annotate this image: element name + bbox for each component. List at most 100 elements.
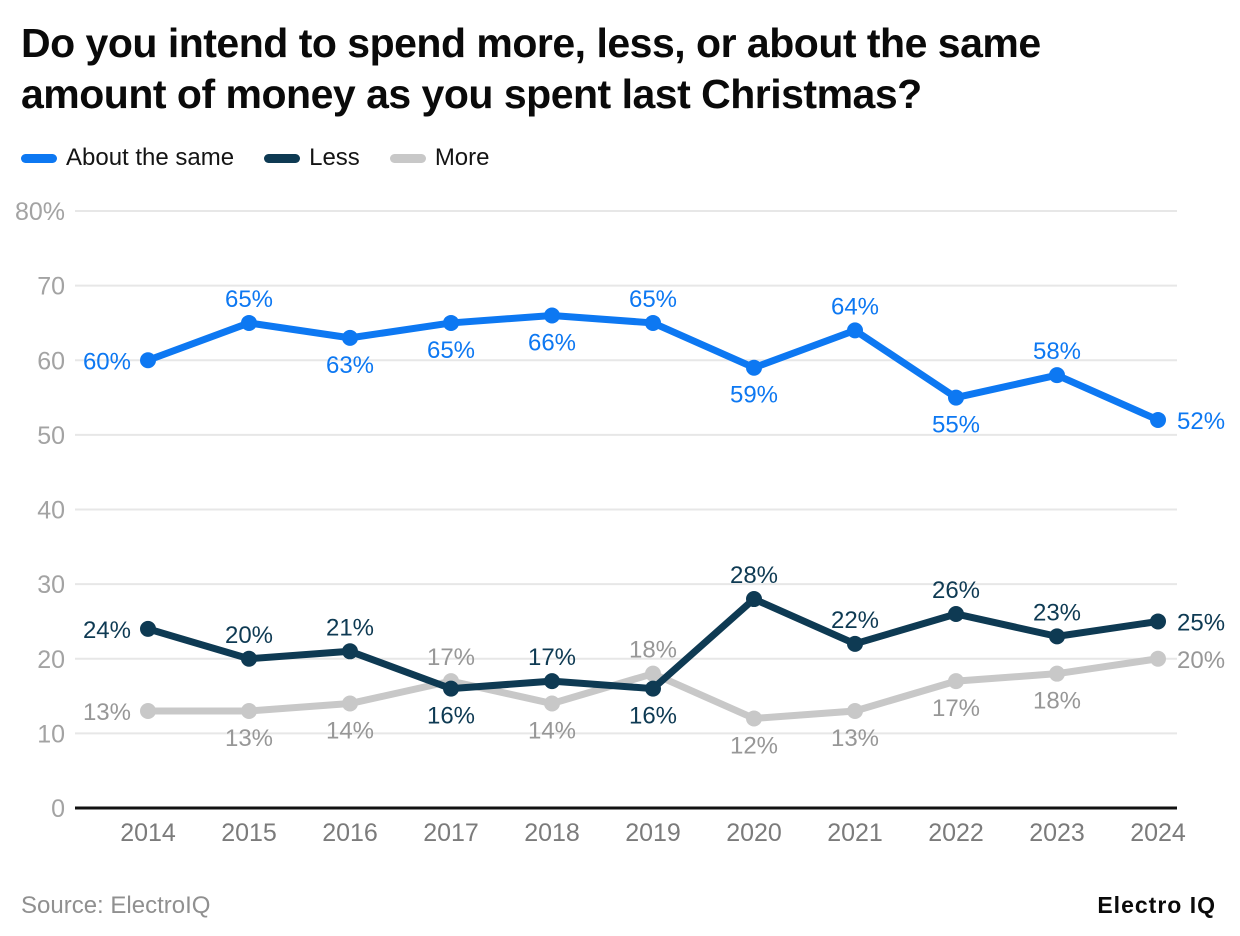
data-label-about-the-same: 65%	[427, 337, 475, 364]
data-label-less: 23%	[1033, 599, 1081, 626]
data-label-about-the-same: 64%	[831, 293, 879, 320]
data-point-more	[746, 710, 762, 727]
data-label-about-the-same: 65%	[225, 286, 273, 313]
data-label-about-the-same: 52%	[1177, 408, 1225, 435]
data-point-less	[140, 620, 156, 637]
data-point-less	[847, 635, 863, 652]
legend-item-about-the-same: About the same	[21, 144, 234, 172]
data-label-less: 20%	[225, 622, 273, 649]
data-label-about-the-same: 66%	[528, 329, 576, 356]
data-point-about-the-same	[140, 352, 156, 369]
legend-item-more: More	[389, 144, 490, 172]
x-tick-label: 2020	[726, 819, 782, 847]
data-point-less	[645, 680, 661, 697]
y-tick-label: 80%	[15, 198, 65, 226]
x-tick-label: 2018	[524, 819, 580, 847]
data-point-about-the-same	[342, 329, 358, 346]
data-point-more	[140, 702, 156, 719]
data-label-about-the-same: 59%	[730, 382, 778, 409]
data-label-less: 24%	[83, 617, 131, 644]
y-tick-label: 10	[37, 720, 65, 748]
data-point-less	[241, 650, 257, 667]
y-tick-label: 20	[37, 646, 65, 674]
y-tick-label: 40	[37, 497, 65, 525]
data-label-less: 21%	[326, 614, 374, 641]
data-label-more: 13%	[83, 699, 131, 726]
x-tick-label: 2017	[423, 819, 479, 847]
x-tick-label: 2014	[120, 819, 176, 847]
data-point-about-the-same	[1049, 367, 1065, 384]
data-label-less: 28%	[730, 562, 778, 589]
data-point-more	[544, 695, 560, 712]
y-tick-label: 30	[37, 571, 65, 599]
brand-logo: Electro IQ	[1097, 892, 1216, 918]
legend-label: Less	[309, 144, 360, 171]
x-tick-label: 2015	[221, 819, 277, 847]
data-point-more	[241, 702, 257, 719]
y-tick-label: 50	[37, 422, 65, 450]
y-tick-label: 70	[37, 273, 65, 301]
x-tick-label: 2021	[827, 819, 883, 847]
data-label-less: 25%	[1177, 609, 1225, 636]
x-tick-label: 2024	[1130, 819, 1186, 847]
data-point-about-the-same	[1150, 411, 1166, 428]
x-tick-label: 2019	[625, 819, 681, 847]
data-point-more	[847, 702, 863, 719]
data-point-less	[1049, 628, 1065, 645]
data-label-more: 17%	[932, 695, 980, 722]
data-label-about-the-same: 58%	[1033, 338, 1081, 365]
data-label-about-the-same: 65%	[629, 286, 677, 313]
data-label-less: 17%	[528, 644, 576, 671]
data-label-more: 13%	[225, 725, 273, 752]
legend-label: About the same	[66, 144, 235, 171]
data-label-more: 13%	[831, 725, 879, 752]
data-point-about-the-same	[645, 314, 661, 331]
chart-title-line2: amount of money as you spent last Christ…	[21, 71, 922, 118]
data-label-more: 14%	[326, 718, 374, 745]
chart-title: Do you intend to spend more, less, or ab…	[21, 18, 1141, 121]
y-tick-label: 60	[37, 347, 65, 375]
data-label-more: 18%	[629, 637, 677, 664]
source-note: Source: ElectroIQ	[21, 892, 211, 919]
data-label-more: 12%	[730, 732, 778, 759]
data-label-less: 16%	[427, 703, 475, 730]
data-label-more: 18%	[1033, 688, 1081, 715]
data-label-more: 14%	[528, 718, 576, 745]
data-label-less: 26%	[932, 577, 980, 604]
data-point-more	[948, 673, 964, 690]
data-point-about-the-same	[948, 389, 964, 406]
data-point-about-the-same	[443, 314, 459, 331]
data-point-less	[1150, 613, 1166, 630]
data-point-less	[544, 673, 560, 690]
data-point-less	[342, 643, 358, 660]
data-point-less	[443, 680, 459, 697]
data-point-less	[746, 591, 762, 608]
legend: About the same Less More	[21, 144, 490, 172]
data-point-more	[342, 695, 358, 712]
data-label-less: 16%	[629, 703, 677, 730]
x-tick-label: 2016	[322, 819, 378, 847]
data-label-about-the-same: 60%	[83, 348, 131, 375]
chart-title-line1: Do you intend to spend more, less, or ab…	[21, 20, 1041, 66]
data-label-about-the-same: 63%	[326, 352, 374, 379]
x-tick-label: 2023	[1029, 819, 1085, 847]
data-label-less: 22%	[831, 607, 879, 634]
data-point-about-the-same	[847, 322, 863, 339]
legend-swatch-more-icon	[389, 153, 426, 163]
data-point-about-the-same	[746, 359, 762, 376]
data-label-more: 20%	[1177, 647, 1225, 674]
data-point-about-the-same	[544, 307, 560, 324]
legend-item-less: Less	[264, 144, 360, 172]
legend-label: More	[434, 144, 490, 171]
data-point-more	[645, 665, 661, 682]
data-point-about-the-same	[241, 314, 257, 331]
data-point-more	[1049, 665, 1065, 682]
series-line-about-the-same	[144, 311, 1162, 424]
y-tick-label: 0	[51, 795, 65, 823]
legend-swatch-about-the-same-icon	[21, 153, 57, 163]
data-label-more: 17%	[427, 644, 475, 671]
data-label-about-the-same: 55%	[932, 412, 980, 439]
x-tick-label: 2022	[928, 819, 984, 847]
legend-swatch-less-icon	[264, 153, 301, 163]
